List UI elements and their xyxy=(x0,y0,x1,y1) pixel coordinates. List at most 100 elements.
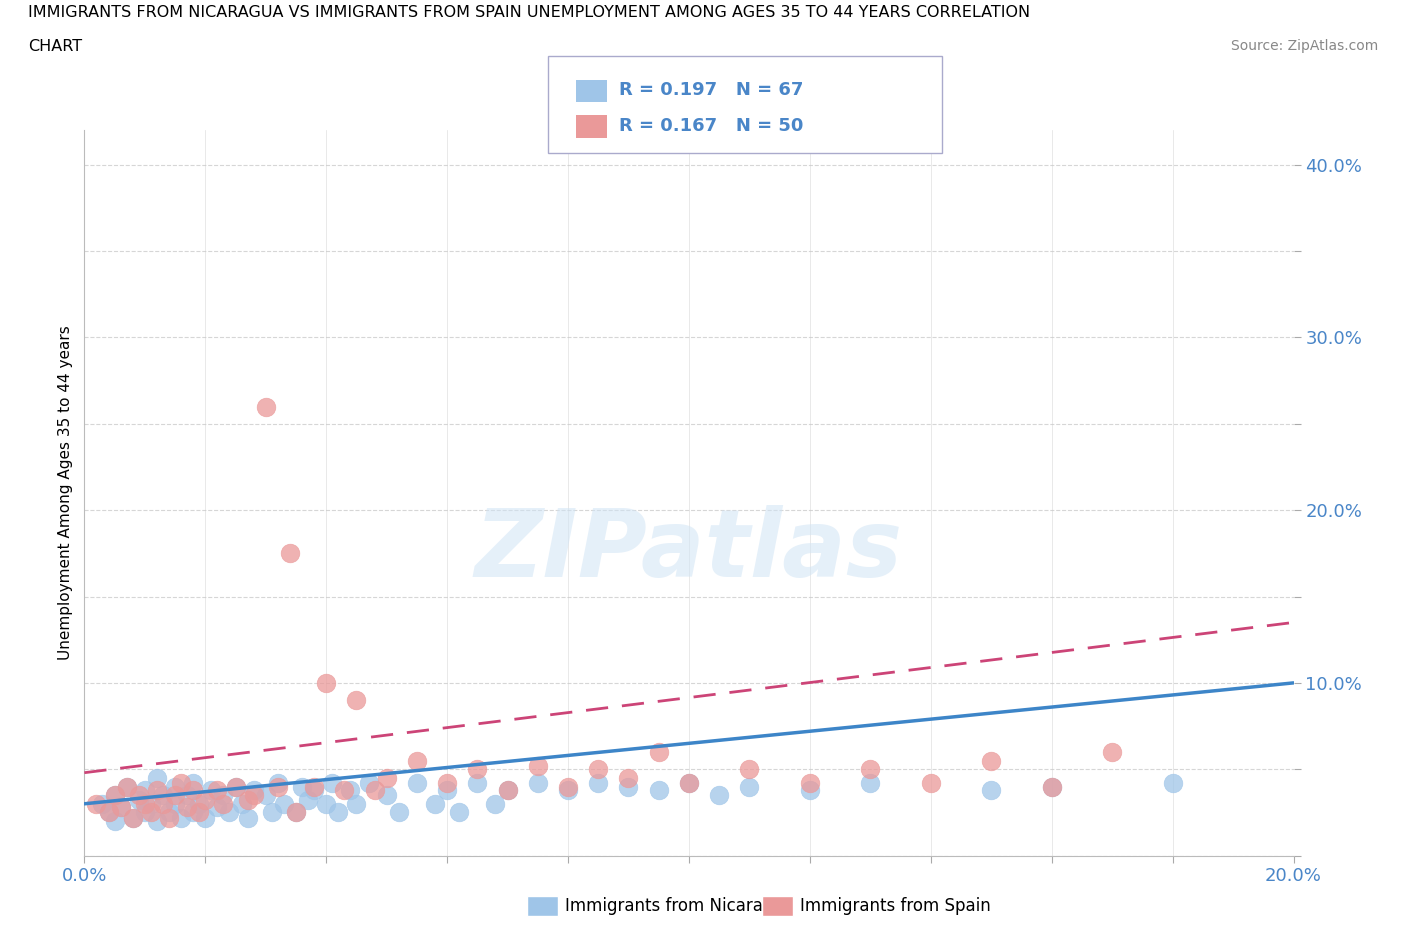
Point xyxy=(188,796,211,811)
Point xyxy=(157,810,180,825)
Text: Immigrants from Nicaragua: Immigrants from Nicaragua xyxy=(565,897,794,915)
Point xyxy=(121,810,143,825)
Point xyxy=(467,776,489,790)
Point xyxy=(110,800,132,815)
Point xyxy=(647,745,671,760)
Point xyxy=(297,793,319,808)
Text: R = 0.167   N = 50: R = 0.167 N = 50 xyxy=(619,116,803,135)
Point xyxy=(225,779,247,794)
Point xyxy=(423,796,446,811)
Point xyxy=(859,762,882,777)
Point xyxy=(121,810,143,825)
Point xyxy=(267,776,290,790)
Text: CHART: CHART xyxy=(28,39,82,54)
Point xyxy=(302,782,325,797)
Point xyxy=(526,758,548,773)
Point xyxy=(170,810,193,825)
Point xyxy=(1040,779,1063,794)
Point xyxy=(128,788,150,803)
Point xyxy=(242,782,264,797)
Point xyxy=(231,796,253,811)
Point xyxy=(236,810,259,825)
Point xyxy=(254,399,277,414)
Point xyxy=(97,805,120,820)
Point xyxy=(588,776,610,790)
Point xyxy=(799,776,821,790)
Point xyxy=(170,776,193,790)
Point xyxy=(315,675,337,690)
Point xyxy=(588,762,610,777)
Point xyxy=(115,779,138,794)
Point xyxy=(139,796,162,811)
Point xyxy=(236,793,259,808)
Point xyxy=(163,779,186,794)
Point xyxy=(436,782,458,797)
Point xyxy=(104,814,127,829)
Point xyxy=(321,776,343,790)
Point xyxy=(709,788,731,803)
Point xyxy=(181,776,204,790)
Point xyxy=(278,546,301,561)
Point xyxy=(146,770,169,785)
Point xyxy=(176,800,198,815)
Text: R = 0.197   N = 67: R = 0.197 N = 67 xyxy=(619,81,803,99)
Point xyxy=(302,779,325,794)
Point xyxy=(449,805,471,820)
Point xyxy=(134,796,156,811)
Point xyxy=(115,779,138,794)
Point xyxy=(920,776,942,790)
Point xyxy=(406,753,429,768)
Point xyxy=(254,788,277,803)
Point xyxy=(152,788,174,803)
Point xyxy=(467,762,489,777)
Point xyxy=(194,793,217,808)
Point xyxy=(346,796,368,811)
Point xyxy=(557,782,579,797)
Point xyxy=(738,779,761,794)
Point xyxy=(157,805,180,820)
Point xyxy=(799,782,821,797)
Point xyxy=(163,796,186,811)
Point xyxy=(267,779,290,794)
Point xyxy=(207,782,229,797)
Point xyxy=(436,776,458,790)
Point xyxy=(1101,745,1123,760)
Point xyxy=(146,782,169,797)
Text: ZIPatlas: ZIPatlas xyxy=(475,505,903,597)
Point xyxy=(678,776,700,790)
Point xyxy=(134,805,156,820)
Point xyxy=(484,796,506,811)
Point xyxy=(97,805,120,820)
Point xyxy=(859,776,882,790)
Point xyxy=(212,796,235,811)
Point xyxy=(388,805,411,820)
Point xyxy=(207,800,229,815)
Point xyxy=(617,770,640,785)
Text: Immigrants from Spain: Immigrants from Spain xyxy=(800,897,991,915)
Point xyxy=(291,779,314,794)
Point xyxy=(738,762,761,777)
Point xyxy=(188,805,211,820)
Point xyxy=(647,782,671,797)
Point xyxy=(678,776,700,790)
Point xyxy=(104,788,127,803)
Point xyxy=(346,693,368,708)
Text: Source: ZipAtlas.com: Source: ZipAtlas.com xyxy=(1230,39,1378,53)
Point xyxy=(339,782,361,797)
Text: IMMIGRANTS FROM NICARAGUA VS IMMIGRANTS FROM SPAIN UNEMPLOYMENT AMONG AGES 35 TO: IMMIGRANTS FROM NICARAGUA VS IMMIGRANTS … xyxy=(28,5,1031,20)
Point xyxy=(557,779,579,794)
Point xyxy=(218,805,240,820)
Point xyxy=(194,810,217,825)
Point xyxy=(1161,776,1184,790)
Point xyxy=(375,788,398,803)
Point xyxy=(225,779,247,794)
Point xyxy=(375,770,398,785)
Point xyxy=(315,796,337,811)
Point xyxy=(86,796,108,811)
Point xyxy=(284,805,308,820)
Point xyxy=(617,779,640,794)
Point xyxy=(328,805,350,820)
Point xyxy=(260,805,283,820)
Point xyxy=(526,776,548,790)
Point xyxy=(181,782,204,797)
